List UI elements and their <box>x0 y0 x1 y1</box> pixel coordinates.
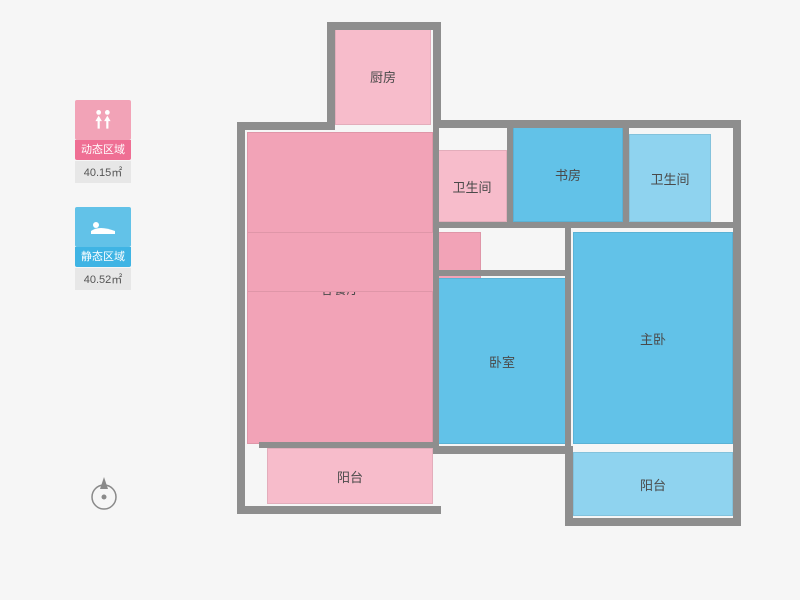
floorplan: 厨房客餐厅卫生间书房卫生间卧室主卧阳台阳台 <box>237 22 747 572</box>
room-kitchen: 厨房 <box>335 27 431 125</box>
wall <box>327 22 335 130</box>
wall <box>327 22 439 30</box>
wall <box>507 122 513 228</box>
wall <box>433 270 569 276</box>
legend-static-value: 40.52㎡ <box>75 268 131 290</box>
room-bedroom2: 卧室 <box>437 278 567 444</box>
legend-static-label: 静态区域 <box>75 247 131 267</box>
wall <box>433 22 441 120</box>
room-study: 书房 <box>513 126 623 222</box>
wall <box>433 446 573 454</box>
legend-dynamic: 动态区域 40.15㎡ <box>75 100 131 183</box>
room-balcony1: 阳台 <box>267 448 433 504</box>
sleep-icon <box>89 217 117 237</box>
legend-static: 静态区域 40.52㎡ <box>75 207 131 290</box>
room-bath2: 卫生间 <box>629 134 711 222</box>
wall <box>237 122 245 508</box>
wall <box>623 122 629 228</box>
legend: 动态区域 40.15㎡ 静态区域 40.52㎡ <box>75 100 131 314</box>
wall <box>237 122 329 130</box>
wall <box>433 222 513 228</box>
wall <box>565 518 741 526</box>
wall <box>433 120 741 128</box>
wall <box>433 122 439 446</box>
legend-dynamic-value: 40.15㎡ <box>75 161 131 183</box>
wall <box>259 442 439 448</box>
legend-static-icon <box>75 207 131 247</box>
wall <box>565 446 573 526</box>
room-bath1: 卫生间 <box>437 150 507 222</box>
legend-dynamic-label: 动态区域 <box>75 140 131 160</box>
legend-dynamic-icon <box>75 100 131 140</box>
room-master: 主卧 <box>573 232 733 444</box>
room-balcony2: 阳台 <box>573 452 733 516</box>
compass-icon <box>85 475 123 513</box>
wall <box>565 222 571 450</box>
people-icon <box>90 107 116 133</box>
wall <box>507 222 739 228</box>
wall <box>733 120 741 526</box>
wall <box>237 506 441 514</box>
